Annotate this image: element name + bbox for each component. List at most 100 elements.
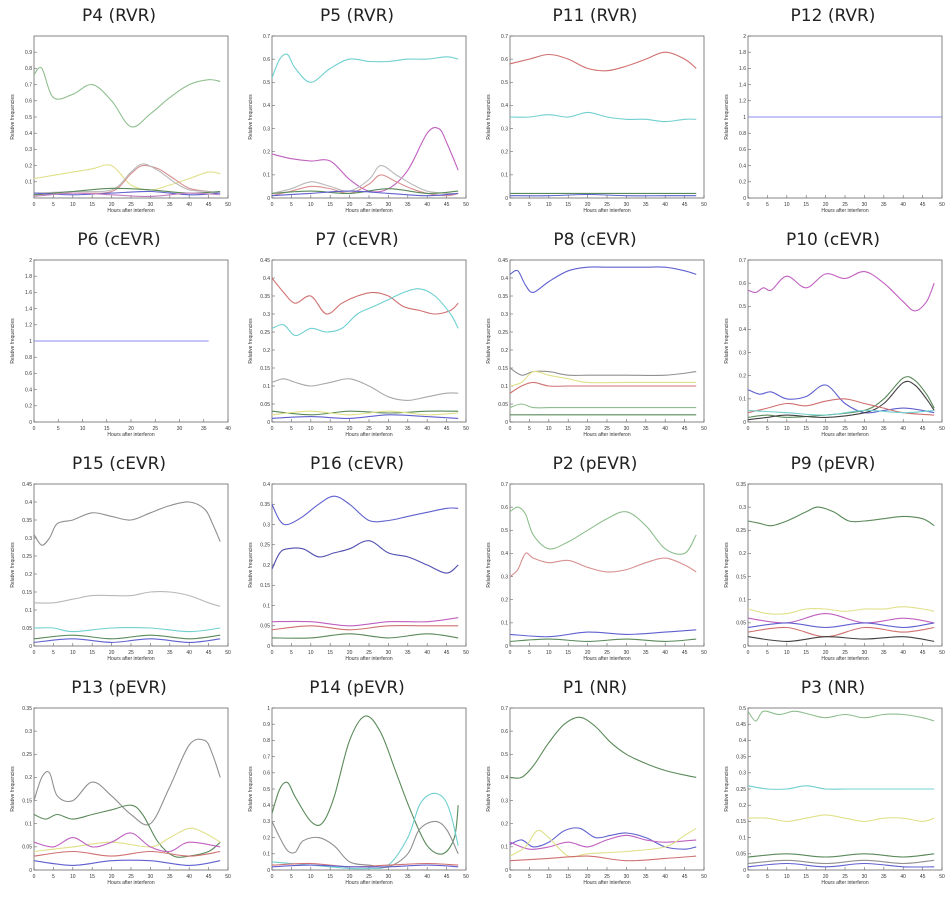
x-tick-label: 35 — [643, 202, 649, 208]
chart-panel: P3 (NR) 0 5 10 15 20 25 30 35 40 45 50 0 0.05 0.1 0.15 0… — [714, 672, 952, 896]
y-tick-label: 0.25 — [498, 330, 508, 336]
y-tick-label: 0.35 — [260, 502, 270, 508]
x-tick-label: 30 — [148, 874, 154, 880]
x-tick-label: 40 — [186, 650, 192, 656]
series-line — [33, 859, 221, 866]
y-tick-label: 0.2 — [501, 598, 508, 604]
y-tick-label: 0.1 — [263, 603, 270, 609]
chart-title: P9 (pEVR) — [790, 454, 876, 474]
x-tick-label: 40 — [662, 202, 668, 208]
y-tick-label: 0.25 — [22, 554, 32, 560]
series-line — [509, 506, 697, 555]
series-line — [271, 864, 459, 868]
x-tick-label: 10 — [546, 426, 552, 432]
y-tick-label: 0.5 — [263, 787, 270, 793]
plot-frame — [271, 707, 467, 871]
x-tick-label: 15 — [803, 202, 809, 208]
x-tick-label: 25 — [128, 202, 134, 208]
x-tick-label: 40 — [662, 874, 668, 880]
chart-title: P11 (RVR) — [552, 6, 638, 26]
y-tick-label: 0.1 — [25, 608, 32, 614]
y-axis-label: Relative frequencies — [724, 766, 730, 812]
y-tick-label: 0.9 — [25, 50, 32, 56]
x-tick-label: 50 — [939, 202, 945, 208]
x-axis-label: Hours after interferon — [583, 656, 630, 662]
series-group — [33, 501, 221, 643]
x-tick-label: 25 — [366, 874, 372, 880]
x-tick-label: 10 — [70, 874, 76, 880]
x-tick-label: 10 — [784, 202, 790, 208]
x-tick-label: 30 — [148, 202, 154, 208]
chart-title: P15 (cEVR) — [71, 454, 167, 474]
x-tick-label: 10 — [80, 426, 86, 432]
y-tick-label: 0.4 — [501, 276, 508, 282]
series-line — [271, 277, 459, 315]
x-tick-label: 40 — [225, 426, 231, 432]
chart-panel: P6 (cEVR) 0 5 10 15 20 25 30 35 40 0 0.2 0.4 0.6 0.8 1 1… — [0, 224, 238, 448]
y-axis-label: Relative frequencies — [248, 766, 254, 812]
x-tick-label: 35 — [881, 202, 887, 208]
y-tick-label: 0 — [267, 196, 270, 202]
x-tick-label: 40 — [424, 874, 430, 880]
y-axis-label: Relative frequencies — [486, 94, 492, 140]
y-tick-label: 0.4 — [263, 276, 270, 282]
series-line — [747, 606, 935, 615]
y-tick-label: 0.05 — [736, 852, 746, 858]
x-tick-label: 45 — [206, 874, 212, 880]
x-tick-label: 50 — [463, 202, 469, 208]
x-tick-label: 5 — [528, 202, 531, 208]
x-tick-label: 0 — [747, 650, 750, 656]
x-tick-label: 15 — [565, 426, 571, 432]
x-tick-label: 40 — [186, 202, 192, 208]
series-group — [509, 716, 697, 862]
series-line — [33, 501, 221, 546]
y-tick-label: 0.4 — [263, 103, 270, 109]
y-tick-label: 0 — [267, 420, 270, 426]
y-tick-label: 0 — [267, 868, 270, 874]
y-tick-label: 1.4 — [739, 82, 746, 88]
y-tick-label: 0.3 — [25, 147, 32, 153]
x-tick-label: 30 — [148, 650, 154, 656]
chart-title: P13 (pEVR) — [71, 678, 167, 698]
x-tick-label: 35 — [881, 426, 887, 432]
y-tick-label: 0.6 — [739, 281, 746, 287]
line-plot: 0 5 10 15 20 25 30 35 40 45 50 0 0.1 0.2 0.3 0.4 0.5 0.6 0… — [248, 34, 469, 214]
y-tick-label: 0 — [505, 196, 508, 202]
series-group — [33, 738, 221, 866]
y-tick-label: 0.4 — [501, 103, 508, 109]
x-tick-label: 50 — [939, 650, 945, 656]
y-tick-label: 0.2 — [25, 572, 32, 578]
x-tick-label: 45 — [920, 202, 926, 208]
x-tick-label: 15 — [565, 874, 571, 880]
x-tick-label: 30 — [624, 874, 630, 880]
chart-panel: P2 (pEVR) 0 5 10 15 20 25 30 35 40 45 50 0 0.1 0.2 0.3 0… — [476, 448, 714, 672]
y-tick-label: 0.15 — [736, 819, 746, 825]
y-tick-label: 0.2 — [739, 374, 746, 380]
y-tick-label: 0 — [29, 644, 32, 650]
chart-title: P12 (RVR) — [790, 6, 876, 26]
y-tick-label: 0.6 — [263, 771, 270, 777]
series-line — [33, 738, 221, 826]
line-plot: 0 5 10 15 20 25 30 35 40 45 50 0 0.05 0.1 0.15 0.2 0.25 0… — [486, 258, 707, 438]
y-tick-label: 0.4 — [25, 387, 32, 393]
y-tick-label: 0.5 — [739, 304, 746, 310]
series-group — [33, 66, 221, 197]
y-tick-label: 0.35 — [22, 706, 32, 712]
x-tick-label: 50 — [225, 202, 231, 208]
x-tick-label: 0 — [33, 874, 36, 880]
x-tick-label: 0 — [271, 650, 274, 656]
y-axis-label: Relative frequencies — [248, 94, 254, 140]
series-line — [33, 638, 221, 643]
x-tick-label: 20 — [128, 426, 134, 432]
series-line — [747, 859, 935, 865]
series-line — [271, 190, 459, 197]
y-axis-label: Relative frequencies — [486, 318, 492, 364]
x-tick-label: 10 — [784, 426, 790, 432]
x-tick-label: 35 — [167, 202, 173, 208]
y-tick-label: 0.2 — [263, 835, 270, 841]
series-line — [33, 190, 221, 196]
x-tick-label: 20 — [347, 650, 353, 656]
x-tick-label: 5 — [766, 874, 769, 880]
x-tick-label: 5 — [290, 426, 293, 432]
line-plot: 0 5 10 15 20 25 30 35 40 45 50 0 0.05 0.1 0.15 0.2 0.25 0… — [248, 482, 469, 662]
